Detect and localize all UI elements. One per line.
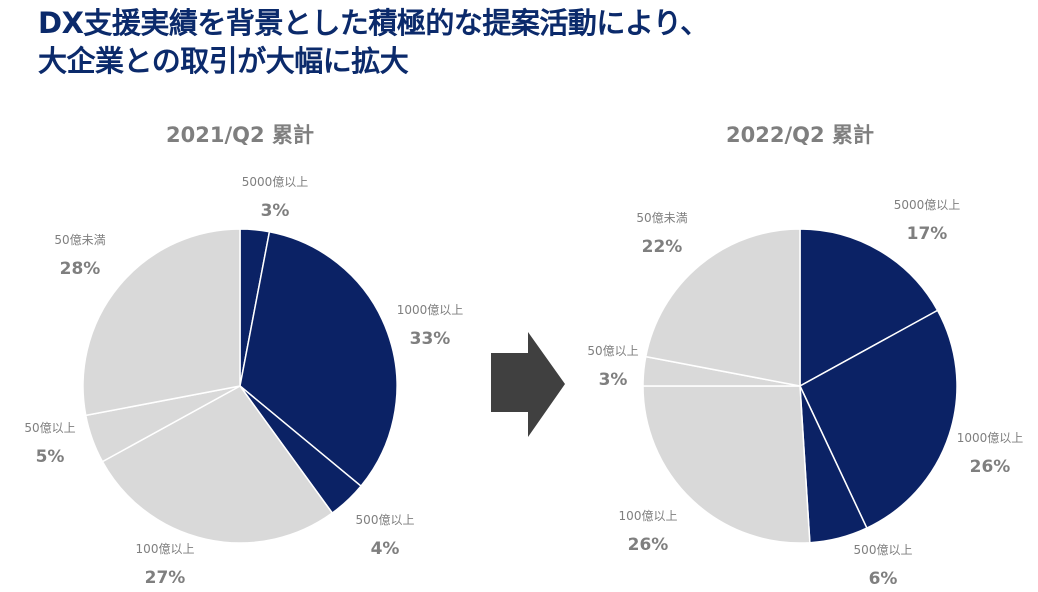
pie-slice-1-1 [799, 309, 958, 529]
slice-category-label: 500億以上 [854, 543, 913, 557]
slice-percent-label: 17% [907, 224, 948, 244]
slice-percent-label: 26% [628, 535, 669, 555]
slice-category-label: 5000億以上 [242, 175, 309, 189]
chart-title-2022: 2022/Q2 累計 [726, 123, 874, 147]
chart-title-2021: 2021/Q2 累計 [166, 123, 314, 147]
slice-category-label: 50億未満 [54, 233, 105, 247]
slice-percent-label: 26% [970, 457, 1011, 477]
slice-category-label: 1000億以上 [957, 431, 1024, 445]
pie-slices-2022 [642, 228, 958, 544]
pie-slice-0-1 [239, 231, 398, 487]
pie-slice-1-5 [645, 228, 801, 387]
slice-percent-label: 33% [410, 329, 451, 349]
slice-percent-label: 5% [36, 447, 65, 467]
slice-category-label: 50億以上 [24, 421, 75, 435]
pie-labels-2021: 5000億以上 3% 1000億以上 33% 500億以上 4% 100億以上 27% 50億以… [24, 175, 463, 588]
slice-percent-label: 28% [60, 259, 101, 279]
pie-labels-2022: 5000億以上 17% 1000億以上 26% 500億以上 6% 100億以上 26% 50億… [587, 198, 1023, 589]
headline: DX支援実績を背景とした積極的な提案活動により、 大企業との取引が大幅に拡大 [38, 4, 709, 80]
slice-category-label: 1000億以上 [397, 303, 464, 317]
pie-slice-1-3 [642, 385, 811, 544]
slice-percent-label: 3% [261, 201, 290, 221]
pie-slice-0-5 [82, 228, 241, 417]
slice-category-label: 100億以上 [619, 509, 678, 523]
headline-line-1: DX支援実績を背景とした積極的な提案活動により、 [38, 6, 709, 40]
slice-category-label: 500億以上 [356, 513, 415, 527]
pie-slice-0-3 [101, 385, 334, 544]
slice-category-label: 100億以上 [136, 542, 195, 556]
right-arrow-icon [491, 332, 565, 437]
slice-category-label: 50億未満 [636, 211, 687, 225]
slice-percent-label: 6% [869, 569, 898, 589]
slice-percent-label: 3% [599, 370, 628, 390]
slice-category-label: 5000億以上 [894, 198, 961, 212]
headline-line-2: 大企業との取引が大幅に拡大 [38, 44, 409, 78]
pie-chart-2022: 2022/Q2 累計 5000億以上 17% 1000億以上 26% 500億以上 6% 1… [587, 123, 1023, 589]
slice-category-label: 50億以上 [587, 344, 638, 358]
slice-percent-label: 4% [371, 539, 400, 559]
pie-chart-2021: 2021/Q2 累計 5000億以上 3% 1000億以上 33% 500億以上 4% 10… [24, 123, 463, 588]
pie-slice-1-0 [799, 228, 939, 387]
slice-percent-label: 22% [642, 237, 683, 257]
pie-slices-2021 [82, 228, 398, 544]
slice-percent-label: 27% [145, 568, 186, 588]
